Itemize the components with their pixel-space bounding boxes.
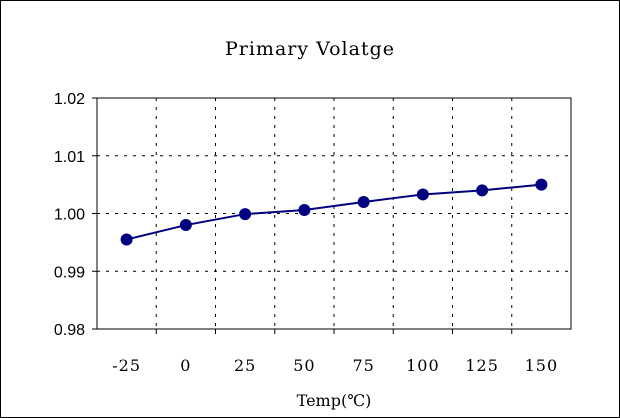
y-tick-label: 0.98: [54, 322, 85, 339]
y-tick-label: 1.02: [54, 91, 85, 108]
series-line: [126, 183, 542, 241]
y-axis-ticks: 0.98 0.99 1.00 1.01 1.02: [54, 91, 97, 339]
data-point-marker: [298, 204, 311, 217]
data-point-marker: [476, 184, 489, 197]
data-point-marker: [179, 219, 192, 232]
x-axis-ticks: -25 0 25 50 75 100 125 150: [112, 329, 559, 375]
data-point-marker: [239, 208, 252, 221]
x-tick-label: -25: [112, 356, 141, 375]
x-tick-label: 150: [525, 356, 559, 375]
x-tick-label: 75: [352, 356, 374, 375]
y-tick-label: 1.00: [54, 207, 85, 224]
y-tick-label: 0.99: [54, 264, 85, 281]
x-tick-label: 100: [406, 356, 440, 375]
grid-lines: [97, 98, 571, 329]
y-tick-label: 1.01: [54, 149, 85, 166]
chart-title: Primary Volatge: [225, 38, 395, 60]
x-axis-label: Temp(℃): [297, 391, 372, 410]
x-tick-label: 0: [180, 356, 191, 375]
x-tick-label: 25: [234, 356, 256, 375]
data-point-marker: [535, 178, 548, 191]
data-point-marker: [416, 188, 429, 201]
data-point-marker: [357, 195, 370, 208]
data-point-marker: [120, 233, 133, 246]
x-tick-label: 50: [293, 356, 315, 375]
series-layer: [120, 178, 548, 246]
x-tick-label: 125: [465, 356, 499, 375]
